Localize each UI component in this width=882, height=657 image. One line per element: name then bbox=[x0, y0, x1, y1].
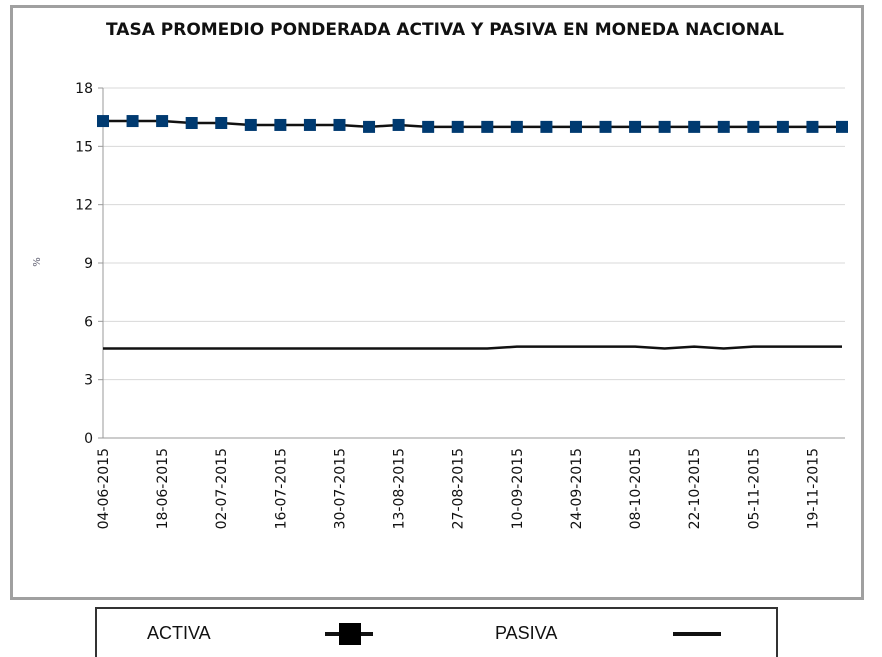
x-tick-label: 22-10-2015 bbox=[687, 448, 703, 529]
data-point bbox=[836, 120, 848, 133]
chart-title: TASA PROMEDIO PONDERADA ACTIVA Y PASIVA … bbox=[106, 20, 784, 40]
data-point bbox=[303, 118, 316, 131]
x-tick-label: 16-07-2015 bbox=[273, 448, 289, 529]
x-tick-label: 18-06-2015 bbox=[155, 448, 171, 529]
x-tick-label: 24-09-2015 bbox=[569, 448, 585, 529]
data-point bbox=[599, 120, 612, 133]
series-line bbox=[103, 119, 842, 129]
y-tick-label: 9 bbox=[84, 256, 93, 272]
y-tick-label: 15 bbox=[75, 139, 93, 155]
data-point bbox=[658, 120, 671, 133]
x-tick-label: 08-10-2015 bbox=[628, 448, 644, 529]
legend-label: PASIVA bbox=[495, 623, 558, 643]
data-point bbox=[569, 120, 582, 133]
data-point bbox=[481, 120, 494, 133]
data-point bbox=[215, 117, 228, 129]
x-tick-label: 13-08-2015 bbox=[392, 448, 408, 529]
data-point bbox=[688, 120, 701, 133]
x-tick-label: 30-07-2015 bbox=[332, 448, 348, 529]
legend-marker bbox=[339, 623, 361, 645]
x-tick-label: 04-06-2015 bbox=[96, 448, 112, 529]
data-point bbox=[126, 115, 139, 128]
data-point bbox=[806, 120, 819, 133]
data-point bbox=[540, 120, 553, 133]
y-axis-label: % bbox=[32, 257, 43, 267]
series-line bbox=[103, 345, 842, 350]
x-tick-label: 19-11-2015 bbox=[805, 448, 821, 529]
data-point bbox=[629, 120, 642, 133]
data-point bbox=[156, 115, 169, 128]
x-tick-label: 02-07-2015 bbox=[214, 448, 230, 529]
data-point bbox=[185, 117, 198, 129]
data-point bbox=[717, 120, 730, 133]
y-tick-label: 3 bbox=[84, 373, 93, 389]
data-point bbox=[392, 118, 405, 131]
y-tick-label: 6 bbox=[84, 314, 93, 330]
data-point bbox=[97, 115, 109, 128]
x-tick-label: 27-08-2015 bbox=[451, 448, 467, 529]
data-point bbox=[244, 118, 257, 131]
y-tick-label: 18 bbox=[75, 81, 93, 97]
chart-frame bbox=[10, 5, 864, 600]
legend-swatch bbox=[673, 632, 721, 636]
data-point bbox=[363, 120, 376, 133]
y-tick-label: 12 bbox=[75, 198, 93, 214]
data-point bbox=[776, 120, 789, 133]
x-tick-label: 10-09-2015 bbox=[510, 448, 526, 529]
data-point bbox=[451, 120, 464, 133]
legend-label: ACTIVA bbox=[147, 623, 211, 643]
legend: ACTIVA PASIVA bbox=[95, 607, 778, 657]
x-tick-label: 05-11-2015 bbox=[746, 448, 762, 529]
data-point bbox=[747, 120, 760, 133]
data-point bbox=[510, 120, 523, 133]
data-point bbox=[422, 120, 435, 133]
data-point bbox=[274, 118, 287, 131]
data-point bbox=[333, 118, 346, 131]
y-tick-label: 0 bbox=[84, 431, 93, 447]
legend-swatch bbox=[325, 623, 373, 645]
